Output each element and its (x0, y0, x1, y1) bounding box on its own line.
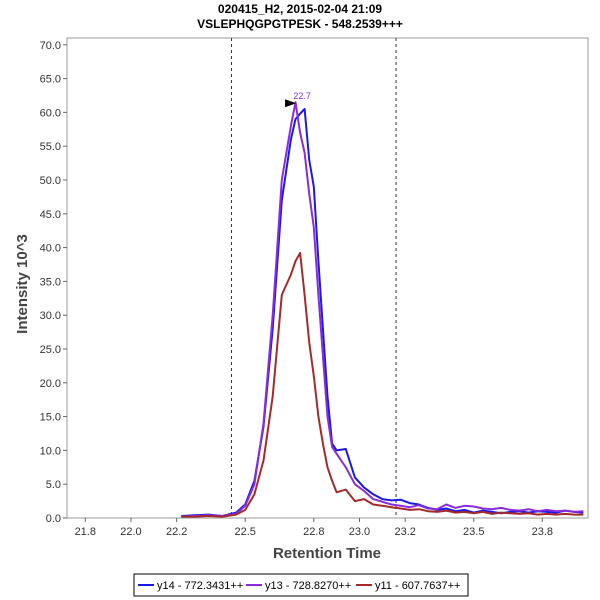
y-tick-label: 25.0 (40, 344, 61, 356)
peak-marker-icon (285, 99, 297, 108)
chart-subtitle: VSLEPHQGPGTPESK - 548.2539+++ (197, 17, 403, 31)
legend-label: y11 - 607.7637++ (375, 580, 460, 592)
x-tick-label: 22.5 (235, 526, 256, 538)
x-tick-label: 23.0 (349, 526, 370, 538)
peak-boundaries (231, 38, 397, 518)
y-tick-label: 55.0 (40, 141, 61, 153)
x-axis: 21.8 22.0 22.2 22.5 22.8 23.0 23.2 23.5 23.8 (75, 518, 553, 538)
y-tick-label: 35.0 (40, 276, 61, 288)
y-tick-label: 60.0 (40, 107, 61, 119)
y-axis-title: Intensity 10^3 (14, 234, 31, 334)
y-tick-label: 45.0 (40, 209, 61, 221)
y-tick-label: 15.0 (40, 412, 61, 424)
x-tick-label: 23.2 (394, 526, 415, 538)
y-tick-label: 10.0 (40, 445, 61, 457)
legend-label: y13 - 728.8270++ (265, 580, 351, 592)
y-tick-label: 30.0 (40, 310, 61, 322)
plot-area: 22.7 (66, 37, 589, 519)
x-axis-title: Retention Time (273, 545, 381, 562)
x-tick-label: 22.2 (166, 526, 187, 538)
x-tick-label: 22.8 (303, 526, 324, 538)
y-tick-label: 0.0 (46, 513, 61, 525)
y-tick-label: 40.0 (40, 243, 61, 255)
x-tick-label: 21.8 (75, 526, 96, 538)
series-line-3 (181, 252, 584, 518)
y-tick-label: 5.0 (46, 479, 61, 491)
x-tick-label: 23.8 (532, 526, 553, 538)
plot-frame (66, 37, 589, 519)
legend-frame (133, 573, 469, 597)
series-lines (181, 101, 584, 518)
x-tick-label: 23.5 (463, 526, 484, 538)
y-tick-label: 70.0 (40, 40, 61, 52)
y-tick-label: 65.0 (40, 74, 61, 86)
y-tick-label: 50.0 (40, 175, 61, 187)
series-line-2 (181, 101, 584, 518)
peak-label: 22.7 (293, 91, 311, 101)
chart-title: 020415_H2, 2015-02-04 21:09 (218, 2, 382, 16)
peak-annotation: 22.7 (285, 91, 311, 108)
legend: y14 - 772.3431++ y13 - 728.8270++ y11 - 60… (133, 573, 469, 597)
legend-label: y14 - 772.3431++ (157, 580, 243, 592)
x-tick-label: 22.0 (120, 526, 141, 538)
y-axis: 0.0 5.0 10.0 15.0 20.0 25.0 30.0 35.0 40.0 45.0 50… (40, 40, 67, 525)
y-tick-label: 20.0 (40, 378, 61, 390)
